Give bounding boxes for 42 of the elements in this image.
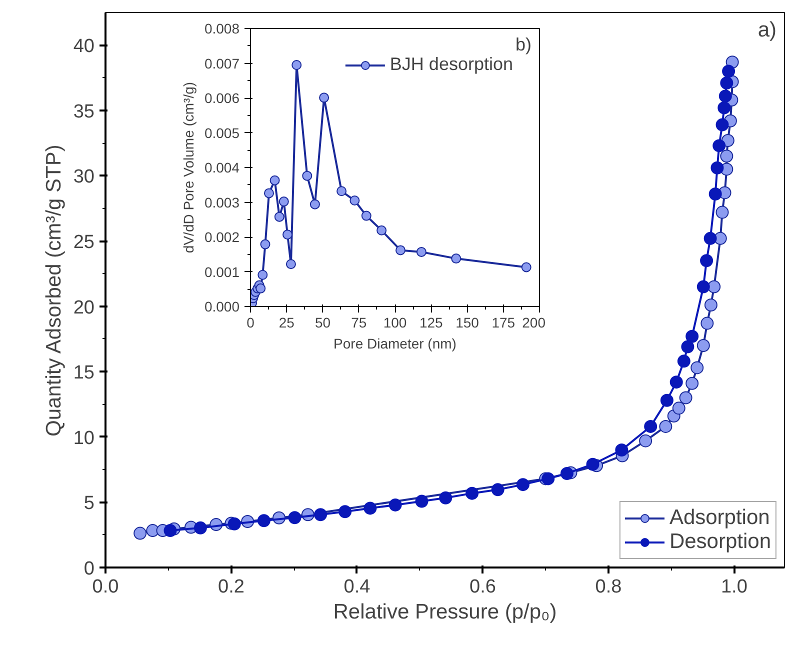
x-tick-label: 0.6 [470,576,496,598]
y-tick-label: 5 [84,493,95,514]
x-tick-label: 0.8 [595,576,622,598]
x-tick-label: 100 [383,314,407,330]
y-tick-label: 10 [73,428,95,449]
legend-label: Desorption [669,530,771,554]
x-tick-label: 0.2 [218,576,244,598]
annotation: a) [758,18,777,42]
annotation: b) [515,34,532,54]
x-tick-label: 0.0 [92,576,119,598]
y-tick-label: 0.007 [204,55,240,72]
x-tick-label: 50 [314,314,331,330]
y-tick-label: 0 [84,558,95,580]
y-tick-label: 15 [73,362,95,384]
x-tick-label: 125 [419,314,444,330]
x-tick-label: 25 [278,314,295,330]
x-tick-label: 0 [246,314,255,330]
x-tick-label: 1.0 [720,576,748,598]
y-tick-label: 0.005 [204,124,240,141]
x-tick-label: 175 [492,314,516,330]
legend-label: BJH desorption [390,54,513,75]
legend-label: Adsorption [669,506,770,530]
x-tick-label: 0.4 [344,576,371,598]
x-tick-label: 75 [351,314,367,330]
y-tick-label: 40 [73,36,95,58]
x-axis-title: Relative Pressure (p/p₀) [333,600,557,624]
y-tick-label: 0.001 [204,264,240,280]
y-tick-label: 20 [73,297,95,318]
y-tick-label: 0.003 [204,194,240,210]
y-tick-label: 25 [73,232,95,254]
y-tick-label: 0.004 [204,160,240,176]
y-tick-label: 0.002 [204,229,240,245]
x-tick-label: 200 [522,314,546,330]
y-tick-label: 0.000 [204,298,240,314]
y-tick-label: 30 [73,166,95,188]
y-axis-title: dV/dD Pore Volume (cm³/g) [180,82,196,254]
x-axis-title: Pore Diameter (nm) [334,336,456,352]
y-tick-label: 0.008 [204,20,240,36]
y-axis-title: Quantity Adsorbed (cm³/g STP) [42,144,66,436]
x-tick-label: 150 [456,314,480,330]
y-tick-label: 0.006 [204,90,240,106]
y-tick-label: 35 [73,101,95,122]
